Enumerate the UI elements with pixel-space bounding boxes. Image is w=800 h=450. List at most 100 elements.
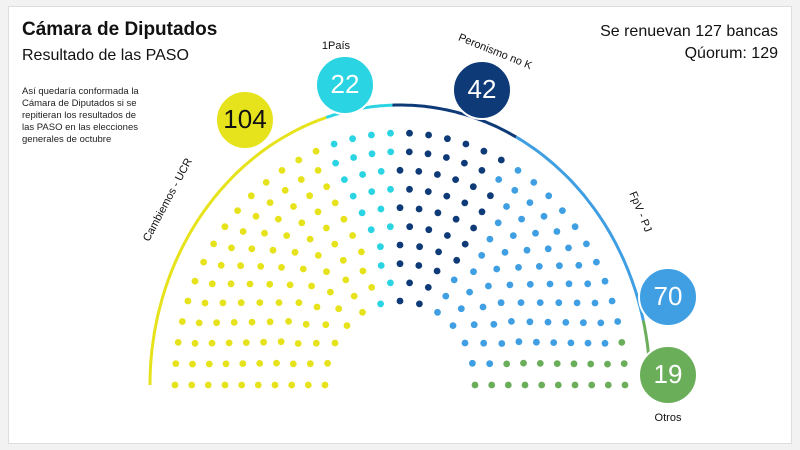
seat <box>486 360 494 368</box>
seat <box>559 207 566 215</box>
seat <box>290 203 297 210</box>
seat <box>443 154 450 161</box>
seat <box>387 185 394 193</box>
seat <box>461 159 468 167</box>
seat <box>604 381 612 389</box>
seat <box>450 276 458 284</box>
seat <box>295 156 303 164</box>
seat <box>490 320 498 328</box>
seat <box>275 215 282 223</box>
seat <box>171 381 179 389</box>
seat <box>286 281 294 289</box>
party-name: Otros <box>655 412 682 424</box>
seat <box>518 215 525 223</box>
party-value: 70 <box>654 281 683 311</box>
seat <box>433 267 441 275</box>
seat <box>266 199 274 207</box>
seat <box>493 265 501 273</box>
seat <box>327 288 334 296</box>
party-bubble <box>452 60 512 120</box>
chart-title: Cámara de Diputados <box>22 19 217 40</box>
seat <box>478 252 486 259</box>
seat <box>321 381 329 389</box>
seat <box>469 359 476 367</box>
seat <box>221 381 229 389</box>
seat <box>299 265 307 273</box>
seat <box>453 256 461 264</box>
seat <box>415 168 423 175</box>
party-value: 42 <box>468 74 497 104</box>
seat <box>620 360 628 367</box>
seat <box>188 381 196 389</box>
seat <box>444 232 451 239</box>
seat <box>415 205 423 213</box>
seat <box>540 212 548 220</box>
seat <box>225 339 233 347</box>
seat <box>342 276 350 284</box>
seat <box>314 252 322 259</box>
seat <box>550 339 558 346</box>
seat <box>406 223 414 231</box>
seat <box>324 359 331 367</box>
seat <box>277 338 285 346</box>
party-bubble <box>638 267 698 327</box>
seat <box>335 305 343 313</box>
seat <box>368 131 375 139</box>
seat <box>288 381 296 389</box>
seat <box>497 156 505 164</box>
party-name: 1País <box>322 40 351 52</box>
seat <box>601 277 609 285</box>
seat <box>424 188 432 196</box>
seat <box>237 299 245 307</box>
seat <box>191 277 199 285</box>
seat <box>396 297 404 305</box>
seat <box>511 186 519 194</box>
seat <box>521 381 529 389</box>
seat <box>571 381 579 389</box>
seat <box>508 318 515 325</box>
seat <box>285 318 292 325</box>
seat <box>323 224 330 232</box>
seat <box>368 150 376 158</box>
seat <box>254 381 262 389</box>
seat <box>457 305 465 313</box>
seat <box>330 140 338 148</box>
arc-segment <box>392 103 517 139</box>
seat <box>425 131 432 139</box>
party-bubble <box>315 55 375 115</box>
seat <box>536 299 544 306</box>
seat <box>208 280 216 288</box>
seat <box>261 229 268 237</box>
seat <box>331 339 339 347</box>
seat <box>416 300 423 308</box>
seat <box>304 381 312 389</box>
party-name: Cambiemos - UCR <box>141 156 195 243</box>
seat <box>201 299 209 307</box>
seat <box>210 240 218 248</box>
seat <box>358 248 365 256</box>
seat <box>271 381 279 389</box>
seat <box>221 223 229 231</box>
party-bubble <box>215 90 275 150</box>
seat <box>461 339 469 347</box>
seat <box>471 381 479 389</box>
seat <box>283 232 291 240</box>
seat <box>425 226 433 234</box>
seat <box>509 232 517 240</box>
seat <box>178 318 186 325</box>
seat <box>332 159 339 167</box>
seat <box>562 319 570 326</box>
seat <box>208 339 216 347</box>
chart-subtitle: Resultado de las PASO <box>22 47 189 64</box>
seat <box>555 299 563 307</box>
seat <box>205 360 213 368</box>
arc-segment <box>148 116 327 386</box>
party-name: FpV - PJ <box>627 190 654 234</box>
seat <box>533 338 540 346</box>
seat <box>227 280 235 288</box>
seat <box>544 245 552 253</box>
seat <box>368 188 376 196</box>
seat <box>219 299 227 307</box>
seat <box>246 280 254 288</box>
